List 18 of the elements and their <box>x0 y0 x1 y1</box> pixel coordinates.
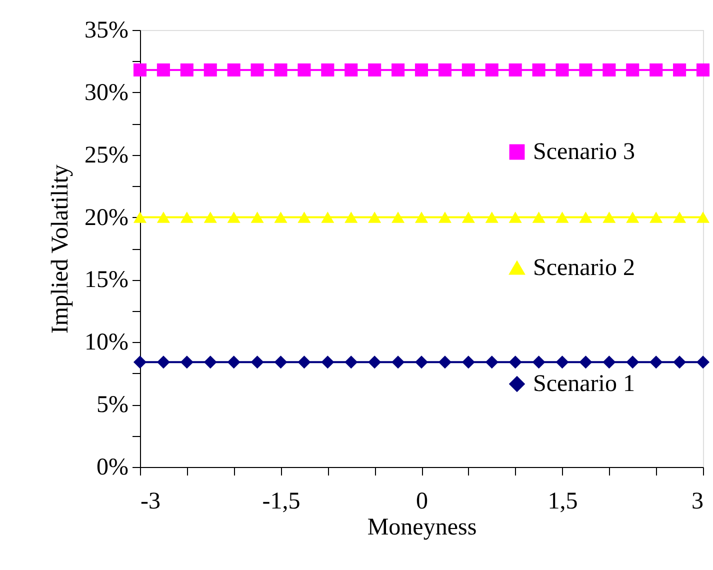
legend-label: Scenario 2 <box>533 255 635 281</box>
y-tick-label: 10% <box>84 330 128 356</box>
y-tick-label: 35% <box>84 18 128 44</box>
x-tick-label: 0 <box>416 488 428 514</box>
x-axis-title: Moneyness <box>367 514 477 540</box>
y-tick-label: 0% <box>96 454 128 480</box>
y-tick-label: 20% <box>84 204 128 231</box>
legend-label: Scenario 1 <box>533 371 635 397</box>
x-tick-label: -1,5 <box>262 488 300 514</box>
y-tick-label: 15% <box>84 267 128 294</box>
y-axis-title: Implied Volatility <box>48 164 74 334</box>
x-tick-label: 1,5 <box>548 488 578 514</box>
legend-label: Scenario 3 <box>533 139 635 165</box>
y-tick-label: 30% <box>84 80 128 106</box>
y-tick-label: 25% <box>84 142 128 168</box>
x-tick-label: -3 <box>140 488 160 514</box>
x-tick-label: 3 <box>692 488 704 514</box>
y-tick-label: 5% <box>96 392 128 418</box>
